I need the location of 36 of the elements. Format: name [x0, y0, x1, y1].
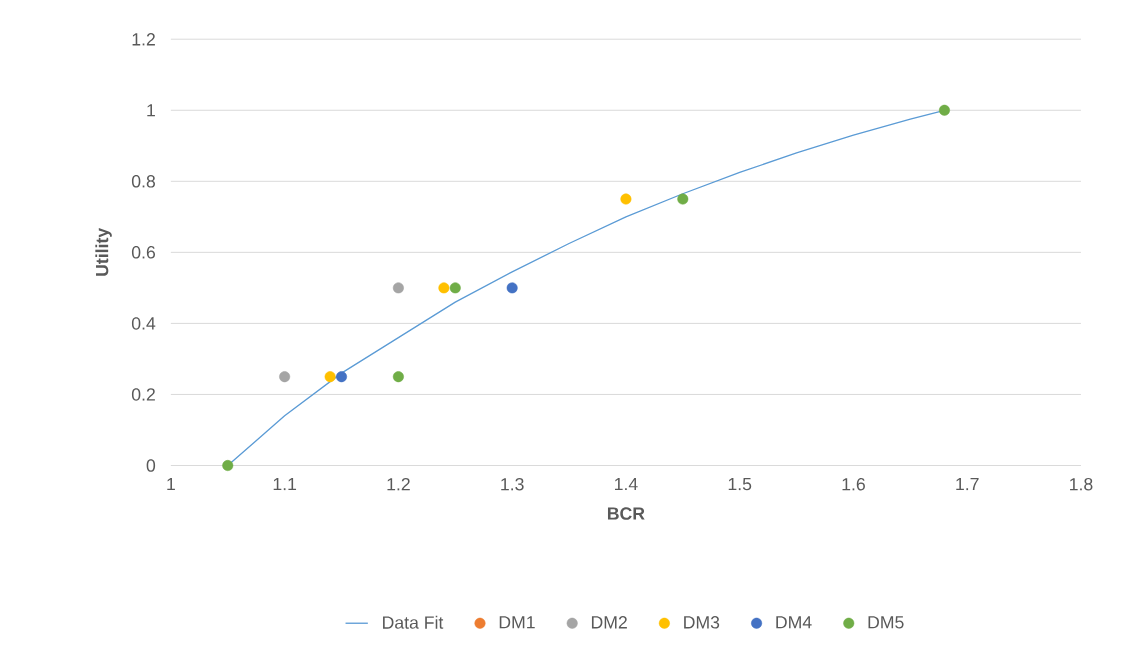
point	[336, 371, 347, 383]
y-tick-label: 1	[147, 104, 155, 117]
point	[449, 282, 461, 294]
x-tick-label: 1.4	[615, 478, 638, 491]
legend-label: DM5	[868, 616, 904, 629]
legend-label: DM4	[776, 616, 812, 629]
y-tick-label: 0.6	[131, 246, 156, 259]
point	[324, 371, 336, 383]
point	[938, 104, 950, 116]
point	[392, 282, 404, 294]
y-axis-title: Utility	[95, 228, 112, 276]
point	[438, 282, 450, 294]
legend-label: Data Fit	[383, 615, 444, 629]
point	[392, 371, 404, 383]
y-tick-label: 0.2	[131, 388, 155, 401]
legend-label: DM2	[591, 616, 627, 629]
point	[620, 193, 632, 205]
x-axis-title: BCR	[607, 507, 645, 520]
point	[506, 282, 518, 294]
y-tick-label: 0.4	[131, 317, 156, 330]
x-tick-label: 1.5	[728, 478, 752, 491]
x-tick-label: 1.1	[273, 478, 297, 491]
y-tick-label: 1.2	[132, 33, 155, 46]
x-tick-label: 1.6	[842, 478, 865, 491]
point	[222, 460, 234, 472]
legend-label: DM3	[684, 616, 720, 629]
x-tick-label: 1	[167, 478, 175, 491]
x-tick-label: 1.3	[501, 478, 524, 491]
x-tick-label: 1.2	[387, 478, 410, 491]
legend-label: DM1	[499, 616, 535, 629]
x-tick-label: 1.8	[1070, 478, 1093, 491]
point	[677, 193, 689, 205]
y-tick-label: 0	[146, 459, 156, 472]
x-tick-label: 1.7	[956, 478, 979, 491]
y-tick-label: 0.8	[131, 175, 156, 188]
point	[279, 371, 291, 383]
